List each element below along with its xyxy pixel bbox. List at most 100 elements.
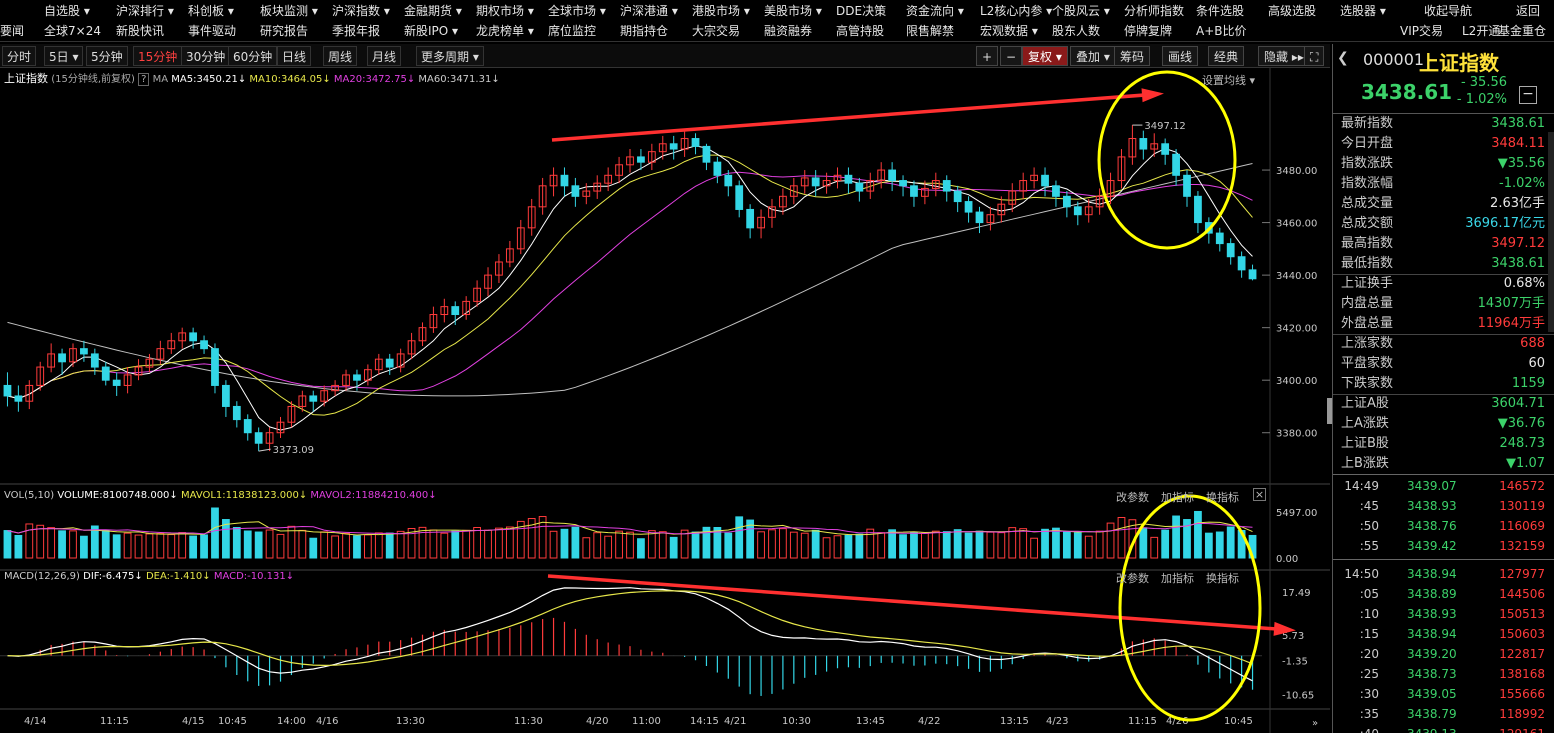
nav-item-r2-7[interactable]: 龙虎榜单 ▾ [476,24,534,38]
nav-item-r2-16[interactable]: 停牌复牌 [1124,24,1173,38]
nav-item-r1-10[interactable]: 美股市场 ▾ [764,4,822,18]
period-tab-1[interactable]: 5日 ▾ [44,46,84,66]
nav-item-r2-9[interactable]: 期指持仓 [620,24,669,38]
nav-item-r2-6[interactable]: 新股IPO ▾ [404,24,459,38]
tick-volume: 129161 [1499,724,1545,733]
nav-item-r1-8[interactable]: 沪深港通 ▾ [620,4,678,18]
vol-param-button[interactable]: 改参数 [1116,491,1149,504]
tool-button-0[interactable]: + [976,46,999,66]
nav-item-r1-14[interactable]: 个股风云 ▾ [1052,4,1110,18]
stat-row: 上B涨跌 ▼1.07 [1333,454,1554,474]
tool-button-5[interactable]: 画线 [1162,46,1199,66]
volume-bar [964,532,973,559]
tool-button-1[interactable]: − [1000,46,1023,66]
volume-bar [691,531,700,559]
macd-add-indicator-button[interactable]: 加指标 [1161,572,1194,585]
nav-item-r2-2[interactable]: 新股快讯 [116,24,165,38]
period-tab-5[interactable]: 60分钟 [228,46,278,66]
nav-item-r1-11[interactable]: DDE决策 [836,4,887,18]
nav-item-r2-8[interactable]: 席位监控 [548,24,597,38]
nav-item-r2-12[interactable]: 高管持股 [836,24,885,38]
volume-bar [593,532,602,559]
nav-item-r2-10[interactable]: 大宗交易 [692,24,741,38]
vol-add-indicator-button[interactable]: 加指标 [1161,491,1194,504]
nav-item-r1-4[interactable]: 沪深指数 ▾ [332,4,390,18]
candle [1161,143,1170,155]
help-icon[interactable]: ? [138,73,150,86]
volume-bar [516,520,525,559]
period-tab-0[interactable]: 分时 [2,46,37,66]
nav-item-r2-4[interactable]: 研究报告 [260,24,309,38]
scrollbar[interactable] [1548,132,1554,332]
candle [353,374,361,381]
period-tab-2[interactable]: 5分钟 [86,46,128,66]
candle [1062,195,1071,208]
set-ma-button[interactable]: 设置均线 ▾ [1202,74,1256,87]
nav-item-r1-16[interactable]: 条件选股 [1196,4,1245,18]
stat-label: 上证B股 [1341,436,1389,451]
stat-value: ▼35.56 [1497,156,1545,171]
prev-arrow-icon[interactable]: ❮ [1337,50,1349,66]
scroll-right-icon[interactable]: » [1312,718,1318,729]
arrow-down-icon: ↓ [169,490,178,501]
macd-param-button[interactable]: 改参数 [1116,572,1149,585]
tick-time: 14:49 [1344,479,1379,493]
nav-item-r2-0[interactable]: 要闻 [0,24,25,38]
fullscreen-icon[interactable]: ⛶ [1304,46,1325,66]
nav-item-r2-20[interactable]: 基金重仓 [1498,24,1547,38]
nav-item-r1-2[interactable]: 科创板 ▾ [188,4,234,18]
volume-bar [1183,519,1191,559]
nav-item-r1-17[interactable]: 高级选股 [1268,4,1317,18]
nav-item-r2-3[interactable]: 事件驱动 [188,24,237,38]
ma20-value: MA20:3472.75 [333,74,407,85]
period-tab-7[interactable]: 周线 [323,46,358,66]
nav-item-r1-19[interactable]: 收起导航 [1424,4,1473,18]
macd-switch-indicator-button[interactable]: 换指标 [1206,572,1239,585]
nav-item-r1-1[interactable]: 沪深排行 ▾ [116,4,174,18]
nav-item-r2-17[interactable]: A+B比价 [1196,24,1247,38]
tool-button-7[interactable]: 隐藏 ▸▸ [1258,46,1310,66]
tool-button-6[interactable]: 经典 [1208,46,1245,66]
tick-volume: 116069 [1499,519,1545,533]
volume-bar [800,532,809,559]
nav-item-r2-1[interactable]: 全球7×24 [44,24,101,38]
trend-arrow-macd-head [1273,621,1296,636]
dropdown-icon: ▾ [524,24,534,38]
period-tab-6[interactable]: 日线 [277,46,312,66]
tool-button-4[interactable]: 筹码 [1114,46,1151,66]
nav-item-r2-11[interactable]: 融资融券 [764,24,813,38]
nav-item-r1-18[interactable]: 选股器 ▾ [1340,4,1386,18]
nav-item-r1-12[interactable]: 资金流向 ▾ [906,4,964,18]
tool-button-3[interactable]: 叠加 ▾ [1070,46,1116,66]
period-tab-9[interactable]: 更多周期 ▾ [416,46,484,66]
nav-item-r1-13[interactable]: L2核心内参 ▾ [980,4,1053,18]
vol-switch-indicator-button[interactable]: 换指标 [1206,491,1239,504]
collapse-icon[interactable]: − [1519,86,1537,104]
close-icon[interactable]: × [1253,488,1266,501]
nav-item-r1-20[interactable]: 返回 [1516,4,1541,18]
period-tab-3[interactable]: 15分钟 [133,46,183,66]
stat-row: 上涨家数 688 [1333,334,1554,354]
nav-item-r1-0[interactable]: 自选股 ▾ [44,4,90,18]
panel-collapse-handle[interactable] [1327,398,1332,424]
volume-bar [538,516,547,559]
nav-item-r1-3[interactable]: 板块监测 ▾ [260,4,318,18]
period-tab-8[interactable]: 月线 [367,46,402,66]
nav-item-r1-5[interactable]: 金融期货 ▾ [404,4,462,18]
nav-item-r1-7[interactable]: 全球市场 ▾ [548,4,606,18]
nav-item-r2-18[interactable]: VIP交易 [1400,24,1443,38]
period-tab-4[interactable]: 30分钟 [181,46,231,66]
stat-row: 上证B股 248.73 [1333,434,1554,454]
tool-button-2[interactable]: 复权 ▾ [1022,46,1068,66]
candle [844,174,853,184]
volume-bar [396,530,405,559]
nav-item-r2-19[interactable]: L2开通 [1462,24,1501,38]
nav-item-r1-15[interactable]: 分析师指数 [1124,4,1185,18]
nav-item-r2-14[interactable]: 宏观数据 ▾ [980,24,1038,38]
nav-item-r2-15[interactable]: 股东人数 [1052,24,1101,38]
nav-item-r2-5[interactable]: 季报年报 [332,24,381,38]
nav-item-r1-6[interactable]: 期权市场 ▾ [476,4,534,18]
nav-item-r1-9[interactable]: 港股市场 ▾ [692,4,750,18]
nav-item-r2-13[interactable]: 限售解禁 [906,24,955,38]
x-tick-label: 11:30 [514,716,543,727]
